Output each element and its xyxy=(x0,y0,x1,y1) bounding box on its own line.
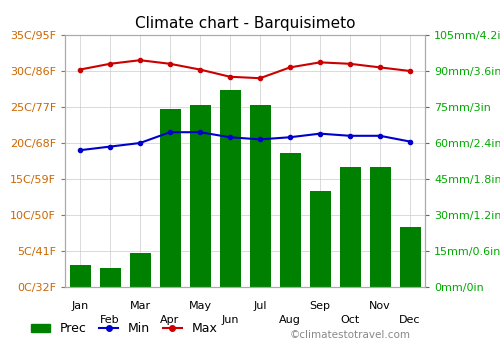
Bar xyxy=(370,167,390,287)
Bar xyxy=(130,253,150,287)
Text: May: May xyxy=(188,301,212,311)
Text: Jun: Jun xyxy=(221,315,239,325)
Title: Climate chart - Barquisimeto: Climate chart - Barquisimeto xyxy=(135,16,355,31)
Bar xyxy=(400,227,420,287)
Text: ©climatestotravel.com: ©climatestotravel.com xyxy=(290,329,411,340)
Bar xyxy=(100,268,120,287)
Text: Sep: Sep xyxy=(310,301,330,311)
Text: Aug: Aug xyxy=(279,315,301,325)
Bar xyxy=(340,167,360,287)
Bar xyxy=(280,153,300,287)
Bar xyxy=(250,105,270,287)
Bar xyxy=(70,265,90,287)
Text: Mar: Mar xyxy=(130,301,150,311)
Text: Feb: Feb xyxy=(100,315,120,325)
Text: Nov: Nov xyxy=(369,301,391,311)
Legend: Prec, Min, Max: Prec, Min, Max xyxy=(26,317,222,340)
Bar xyxy=(310,191,330,287)
Bar xyxy=(220,90,240,287)
Text: Dec: Dec xyxy=(399,315,421,325)
Text: Jan: Jan xyxy=(72,301,88,311)
Text: Jul: Jul xyxy=(254,301,267,311)
Text: Apr: Apr xyxy=(160,315,180,325)
Bar xyxy=(160,110,180,287)
Text: Oct: Oct xyxy=(340,315,359,325)
Bar xyxy=(190,105,210,287)
